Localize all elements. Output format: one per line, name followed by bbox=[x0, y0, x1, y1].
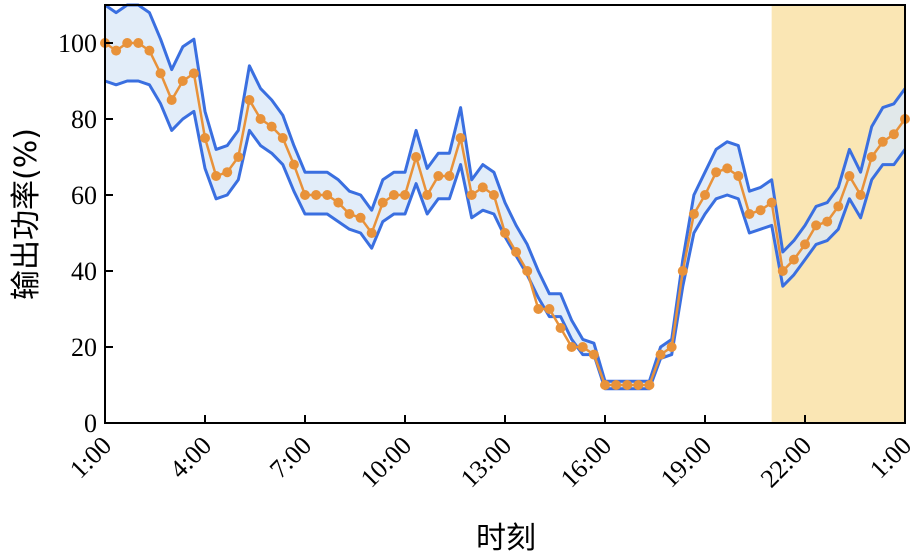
data-point bbox=[766, 197, 777, 208]
data-point bbox=[555, 323, 566, 333]
data-point bbox=[333, 197, 344, 208]
data-point bbox=[511, 247, 522, 257]
data-point bbox=[644, 380, 655, 390]
data-point bbox=[444, 171, 455, 181]
data-point bbox=[488, 190, 499, 200]
data-point bbox=[544, 304, 555, 314]
x-tick-label: 13:00 bbox=[455, 431, 517, 493]
data-point bbox=[288, 159, 299, 170]
data-point bbox=[400, 190, 410, 200]
x-tick-label: 19:00 bbox=[655, 431, 717, 493]
data-point bbox=[300, 190, 310, 200]
x-tick-label: 1:00 bbox=[64, 431, 117, 484]
y-tick-label: 100 bbox=[58, 29, 97, 58]
data-point bbox=[822, 216, 833, 227]
data-point bbox=[466, 190, 477, 200]
data-point bbox=[655, 349, 666, 360]
data-point bbox=[877, 136, 888, 147]
data-point bbox=[188, 68, 199, 79]
data-point bbox=[266, 121, 277, 132]
data-point bbox=[344, 209, 355, 219]
data-point bbox=[477, 182, 488, 193]
upper-bound-line bbox=[104, 3, 907, 383]
y-axis-title: 输出功率(%) bbox=[9, 128, 44, 300]
data-point bbox=[800, 239, 810, 250]
data-point bbox=[377, 197, 388, 208]
data-point bbox=[166, 95, 177, 105]
data-point bbox=[311, 190, 322, 200]
data-point bbox=[588, 349, 599, 360]
data-point bbox=[866, 152, 877, 162]
y-tick-label: 40 bbox=[71, 257, 97, 286]
data-point bbox=[111, 45, 122, 56]
data-point bbox=[122, 38, 133, 48]
y-tick-label: 20 bbox=[71, 333, 97, 362]
data-point bbox=[755, 205, 766, 216]
data-point bbox=[577, 342, 588, 352]
data-point bbox=[622, 380, 633, 390]
data-point bbox=[611, 380, 622, 390]
data-point bbox=[855, 190, 866, 200]
y-tick-label: 80 bbox=[71, 105, 97, 134]
data-point bbox=[677, 266, 688, 276]
data-point bbox=[811, 220, 822, 231]
data-point bbox=[433, 171, 444, 181]
data-point bbox=[500, 228, 510, 238]
y-tick-label: 60 bbox=[71, 181, 97, 210]
x-tick-label: 7:00 bbox=[264, 431, 317, 484]
data-point bbox=[566, 342, 577, 352]
data-point bbox=[833, 201, 844, 212]
data-point bbox=[777, 266, 788, 276]
data-point bbox=[422, 190, 433, 200]
data-point bbox=[133, 38, 144, 48]
x-tick-label: 22:00 bbox=[755, 431, 817, 493]
data-point bbox=[233, 152, 244, 162]
data-point bbox=[411, 152, 422, 162]
data-point bbox=[177, 76, 188, 86]
data-point bbox=[200, 133, 210, 143]
data-point bbox=[144, 45, 155, 56]
data-point bbox=[722, 163, 733, 174]
data-point bbox=[155, 68, 166, 79]
data-point bbox=[888, 129, 899, 140]
data-point bbox=[455, 133, 466, 143]
data-point bbox=[211, 171, 222, 181]
data-point bbox=[522, 266, 533, 276]
x-tick-label: 16:00 bbox=[555, 431, 617, 493]
data-point bbox=[688, 209, 699, 219]
data-point bbox=[388, 190, 399, 200]
data-point bbox=[222, 167, 233, 178]
data-point bbox=[600, 380, 610, 390]
data-point bbox=[700, 190, 710, 200]
x-axis-title: 时刻 bbox=[476, 521, 536, 554]
data-point bbox=[633, 380, 644, 390]
data-point bbox=[355, 212, 366, 223]
data-point bbox=[277, 133, 288, 143]
data-point bbox=[666, 342, 677, 352]
data-point bbox=[533, 304, 544, 314]
x-tick-label: 1:00 bbox=[864, 431, 911, 484]
x-tick-label: 4:00 bbox=[164, 431, 217, 484]
y-tick-label: 0 bbox=[84, 409, 97, 438]
data-point bbox=[255, 114, 266, 124]
x-tick-label: 10:00 bbox=[355, 431, 417, 493]
data-point bbox=[844, 171, 855, 181]
data-point bbox=[788, 254, 799, 265]
data-point bbox=[733, 171, 744, 181]
data-point bbox=[711, 167, 722, 178]
data-point bbox=[366, 228, 377, 238]
data-point bbox=[244, 95, 255, 105]
data-point bbox=[744, 209, 755, 219]
data-point bbox=[322, 190, 333, 200]
